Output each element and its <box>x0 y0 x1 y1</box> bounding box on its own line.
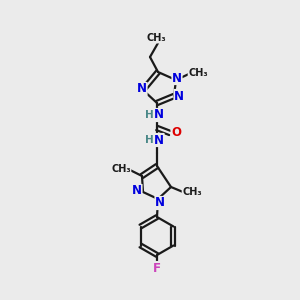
Text: CH₃: CH₃ <box>182 187 202 197</box>
Text: N: N <box>154 134 164 146</box>
Text: N: N <box>155 196 165 209</box>
Text: CH₃: CH₃ <box>188 68 208 78</box>
Text: N: N <box>174 89 184 103</box>
Text: CH₃: CH₃ <box>146 33 166 43</box>
Text: N: N <box>132 184 142 197</box>
Text: N: N <box>172 71 182 85</box>
Text: H: H <box>145 135 153 145</box>
Text: CH₃: CH₃ <box>111 164 131 174</box>
Text: H: H <box>145 110 153 120</box>
Text: N: N <box>137 82 147 95</box>
Text: O: O <box>171 127 181 140</box>
Text: N: N <box>154 109 164 122</box>
Text: F: F <box>153 262 161 275</box>
